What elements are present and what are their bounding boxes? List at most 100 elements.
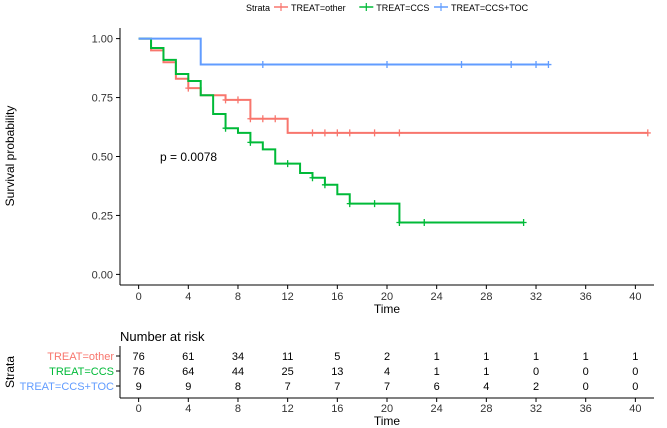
risk-row-label: TREAT=other: [47, 351, 114, 363]
survival-curves: [138, 37, 648, 224]
risk-count: 1: [434, 351, 440, 363]
x-tick-label: 12: [282, 291, 294, 303]
risk-table: Number at risk Strata TREAT=other 76 61 34 1…: [3, 329, 654, 428]
risk-count: 7: [285, 381, 291, 393]
x-tick-label: 28: [480, 291, 492, 303]
censor-mark: [533, 61, 540, 69]
risk-x-tick-label: 40: [629, 403, 641, 415]
censor-mark: [321, 129, 328, 137]
risk-count: 1: [483, 366, 489, 378]
risk-x-tick-label: 16: [331, 403, 343, 415]
censor-mark: [346, 200, 353, 208]
censor-mark: [259, 61, 266, 69]
risk-count: 11: [282, 351, 293, 363]
risk-count: 34: [232, 351, 244, 363]
risk-table-title: Number at risk: [120, 329, 205, 344]
censor-marks: [185, 61, 651, 227]
risk-x-tick-label: 24: [431, 403, 443, 415]
x-tick-label: 36: [580, 291, 592, 303]
risk-x-tick-label: 0: [136, 403, 142, 415]
risk-x-ticks: 0 4 8 12 16 20 24 28 32 36 40: [136, 398, 641, 415]
censor-mark: [371, 129, 378, 137]
risk-count: 0: [632, 366, 638, 378]
censor-mark: [421, 219, 428, 227]
censor-mark: [371, 200, 378, 208]
risk-count: 76: [133, 366, 145, 378]
risk-x-tick-label: 8: [235, 403, 241, 415]
x-axis-label: Time: [374, 302, 401, 316]
risk-count: 4: [483, 381, 489, 393]
y-axis-label: Survival probability: [3, 106, 17, 207]
censor-mark: [234, 96, 241, 104]
legend-title: Strata: [246, 3, 270, 13]
x-tick-label: 40: [629, 291, 641, 303]
censor-mark: [259, 115, 266, 123]
risk-count: 0: [533, 366, 539, 378]
legend-label-2: TREAT=CCS+TOC: [451, 3, 529, 13]
y-tick-label: 0.75: [92, 93, 113, 105]
risk-count: 0: [632, 381, 638, 393]
censor-mark: [458, 61, 465, 69]
risk-x-tick-label: 28: [480, 403, 492, 415]
risk-table-y-label: Strata: [3, 356, 17, 388]
censor-mark: [284, 160, 291, 168]
risk-count: 8: [235, 381, 241, 393]
censor-mark: [222, 96, 229, 104]
x-tick-label: 0: [136, 291, 142, 303]
survival-plot: 0.00 0.25 0.50 0.75 1.00 0 4 8 12 16 20 24 28 32 36 40…: [3, 28, 654, 316]
risk-count: 1: [434, 366, 440, 378]
risk-count: 61: [182, 351, 194, 363]
censor-mark: [545, 61, 552, 69]
censor-mark: [644, 129, 651, 137]
legend-label-1: TREAT=CCS: [376, 3, 429, 13]
y-tick-label: 0.00: [92, 269, 113, 281]
x-tick-label: 20: [381, 291, 393, 303]
survival-curve-1: [138, 37, 524, 224]
survival-curve-2: [138, 37, 549, 66]
x-tick-label: 24: [431, 291, 443, 303]
risk-x-axis-label: Time: [374, 414, 401, 428]
risk-count: 4: [384, 366, 390, 378]
risk-count: 2: [384, 351, 390, 363]
risk-row-label: TREAT=CCS: [49, 366, 114, 378]
y-tick-label: 1.00: [92, 34, 113, 46]
risk-count: 1: [632, 351, 638, 363]
risk-count: 9: [136, 381, 142, 393]
risk-count: 0: [583, 381, 589, 393]
censor-mark: [384, 61, 390, 69]
censor-mark: [222, 124, 229, 132]
risk-count: 13: [331, 366, 343, 378]
risk-x-tick-label: 36: [580, 403, 592, 415]
risk-count: 7: [334, 381, 340, 393]
censor-mark: [334, 129, 341, 137]
risk-x-tick-label: 20: [381, 403, 393, 415]
survival-curve-0: [138, 37, 648, 134]
risk-x-tick-label: 4: [185, 403, 191, 415]
censor-mark: [346, 129, 353, 137]
p-value-annotation: p = 0.0078: [160, 150, 217, 164]
risk-count: 1: [483, 351, 489, 363]
censor-mark: [309, 174, 316, 182]
risk-count: 64: [182, 366, 194, 378]
risk-count: 44: [232, 366, 244, 378]
risk-count: 7: [384, 381, 390, 393]
x-tick-label: 16: [331, 291, 343, 303]
x-tick-label: 4: [185, 291, 191, 303]
risk-count: 1: [583, 351, 589, 363]
y-tick-label: 0.50: [92, 152, 113, 164]
risk-x-tick-label: 32: [530, 403, 542, 415]
risk-count: 0: [583, 366, 589, 378]
risk-count: 5: [334, 351, 340, 363]
censor-mark: [309, 129, 316, 137]
risk-x-tick-label: 12: [282, 403, 294, 415]
y-tick-label: 0.25: [92, 210, 113, 222]
censor-mark: [272, 115, 279, 123]
censor-mark: [321, 181, 328, 189]
risk-count: 25: [282, 366, 294, 378]
y-ticks: 0.00 0.25 0.50 0.75 1.00: [92, 34, 120, 281]
legend-label-0: TREAT=other: [291, 3, 346, 13]
risk-count: 9: [185, 381, 191, 393]
censor-mark: [396, 129, 403, 137]
